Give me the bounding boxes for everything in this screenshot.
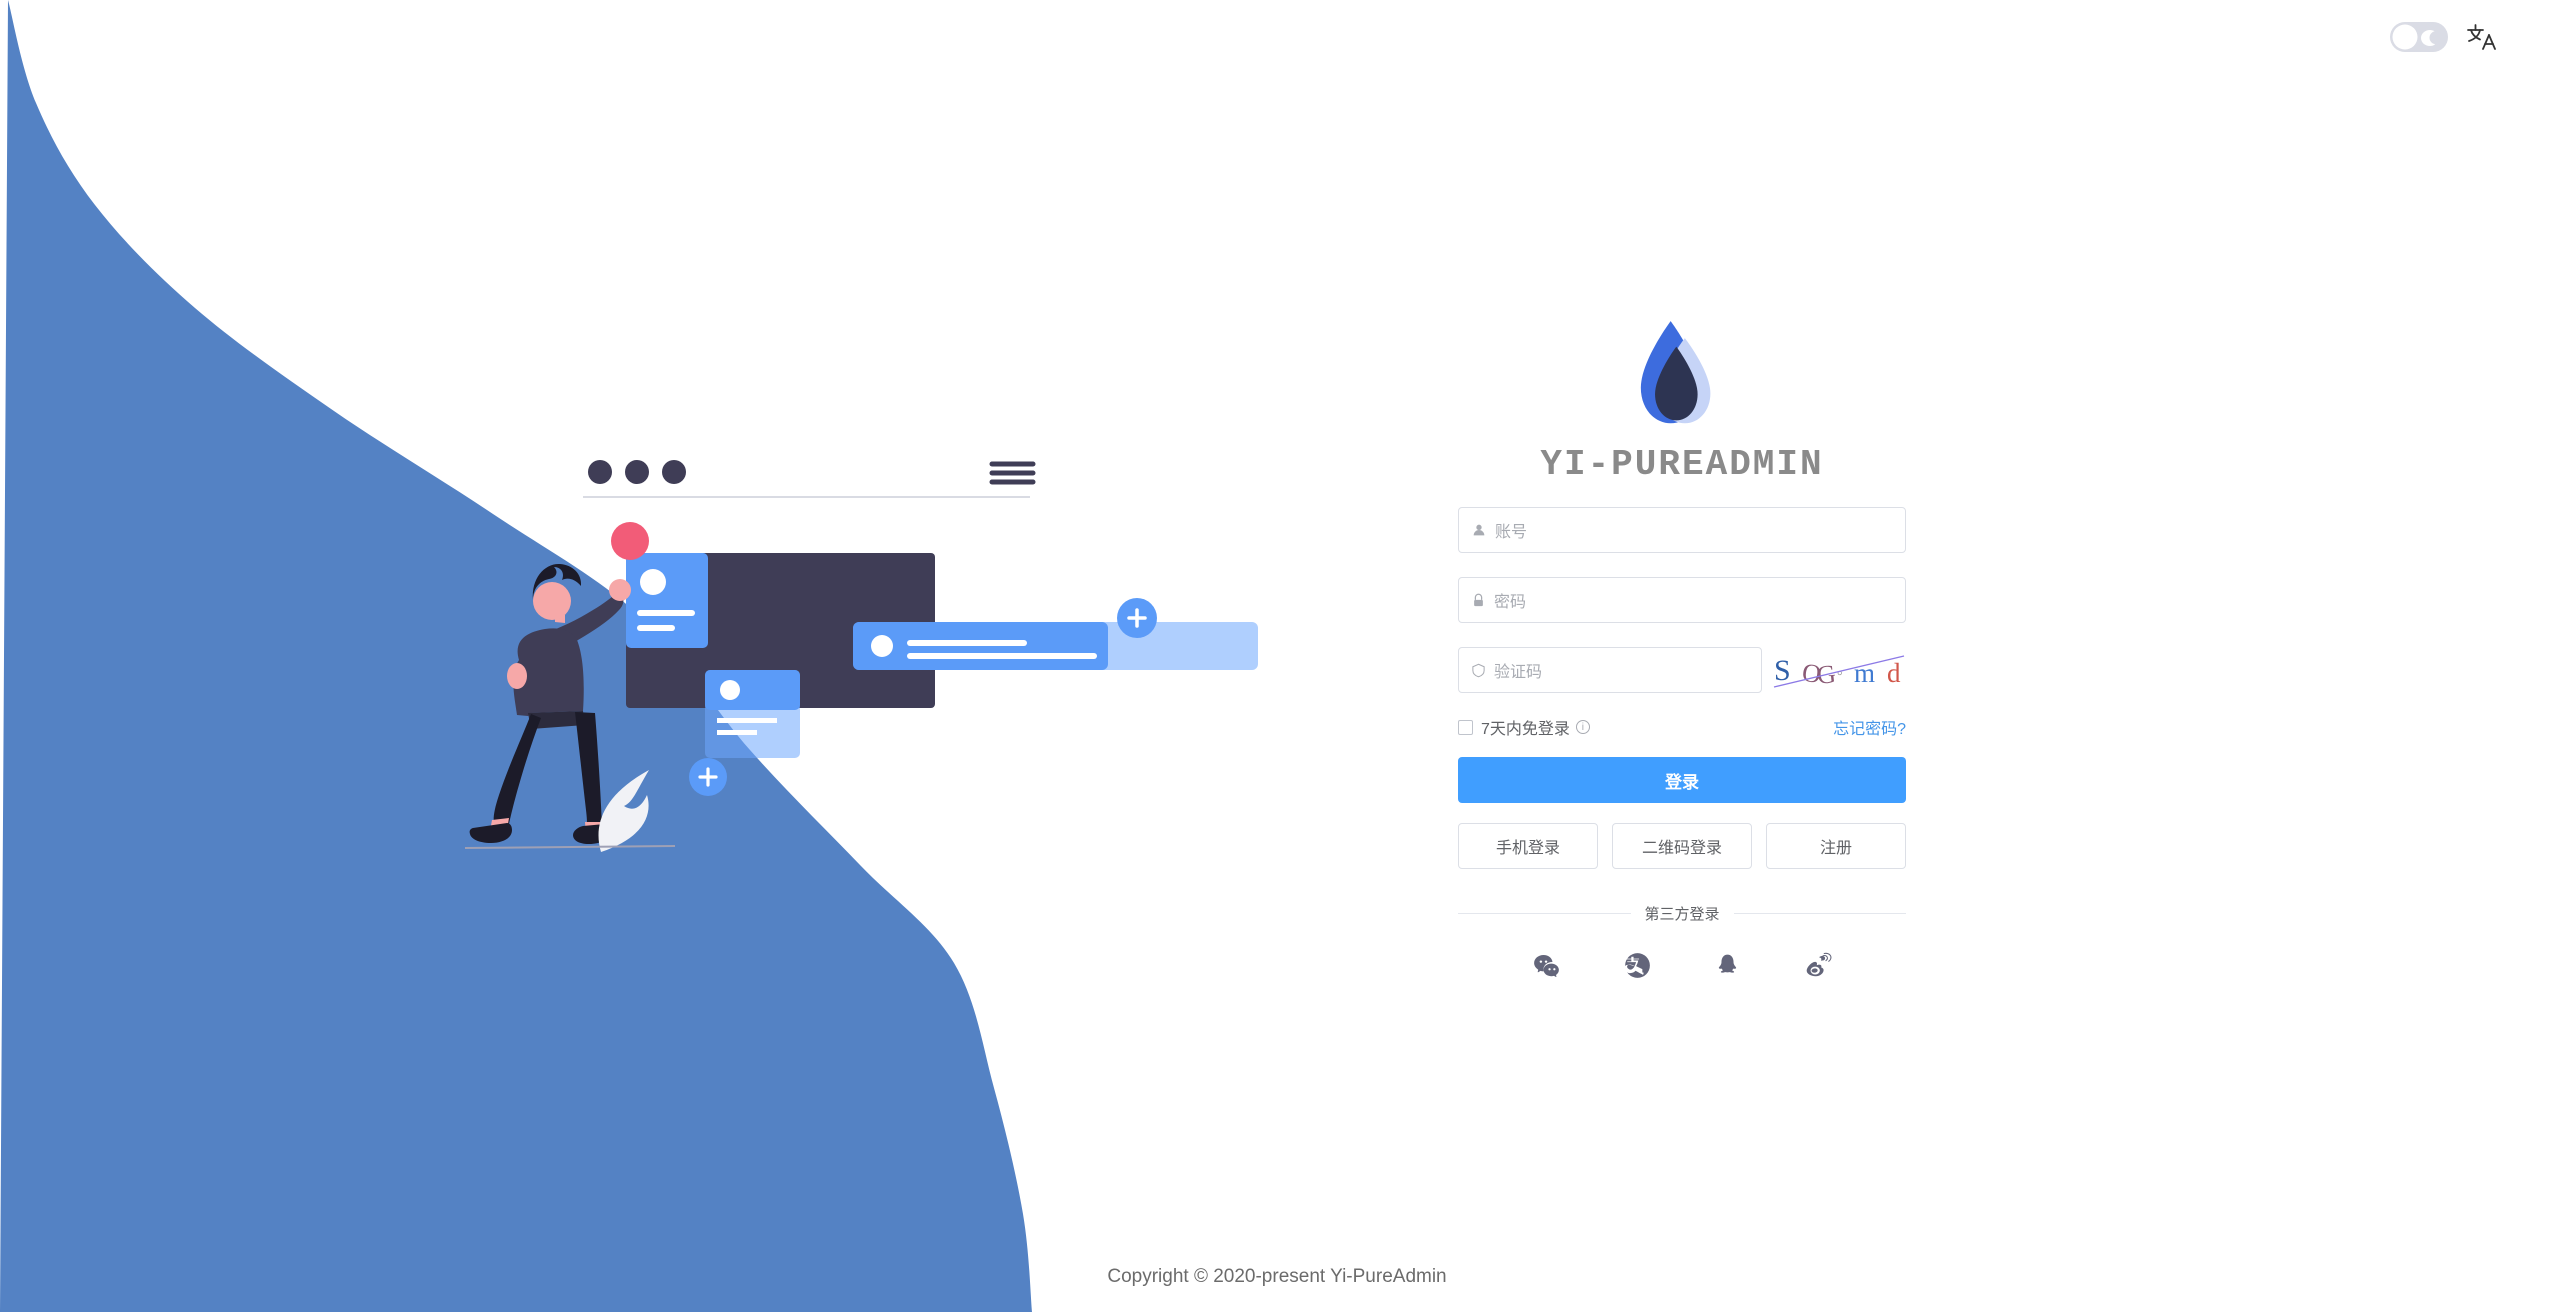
svg-text:m: m: [1854, 658, 1875, 688]
svg-text:d: d: [1887, 658, 1901, 688]
svg-text:S: S: [1774, 654, 1791, 687]
